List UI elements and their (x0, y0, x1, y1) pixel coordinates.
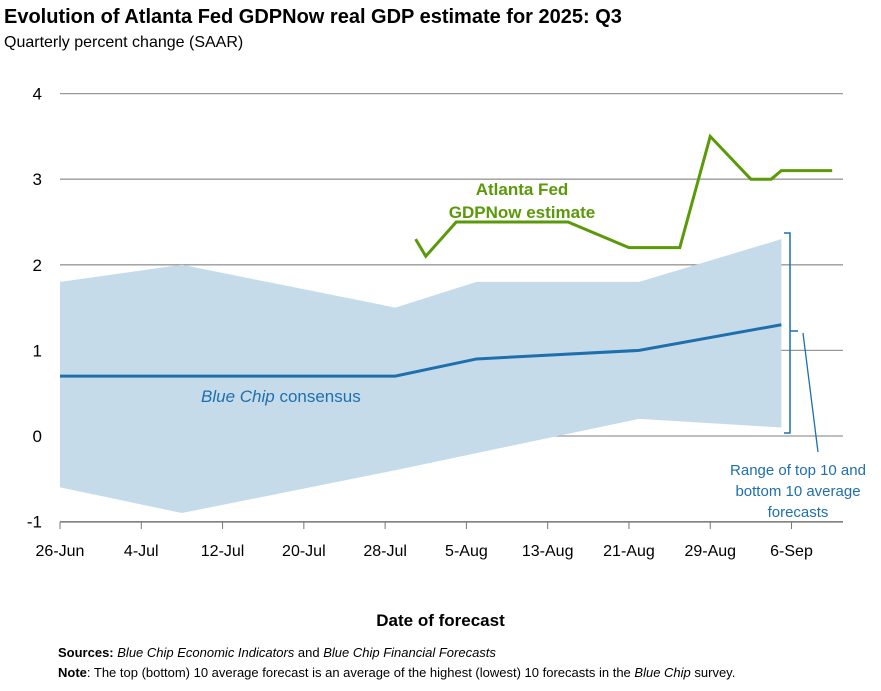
x-tick-label: 26-Jun (36, 543, 85, 560)
x-tick-label: 20-Jul (282, 543, 326, 560)
range-bracket (784, 232, 798, 434)
x-axis-label: Date of forecast (376, 611, 505, 630)
sources-and: and (294, 645, 324, 660)
x-tick-label: 28-Jul (363, 543, 407, 560)
gdpnow-label: GDPNow estimate (449, 203, 595, 222)
chart-title: Evolution of Atlanta Fed GDPNow real GDP… (4, 6, 622, 28)
y-tick-label: 3 (33, 170, 42, 189)
range-band (60, 239, 782, 514)
y-tick-label: 0 (33, 427, 42, 446)
x-tick-label: 21-Aug (603, 543, 655, 560)
note-italic: Blue Chip (634, 665, 691, 680)
source-a: Blue Chip Economic Indicators (117, 645, 295, 660)
y-tick-label: -1 (27, 513, 42, 532)
x-tick-label: 13-Aug (522, 543, 574, 560)
x-tick-label: 6-Sep (770, 543, 813, 560)
source-b: Blue Chip Financial Forecasts (323, 645, 496, 660)
x-tick-label: 12-Jul (201, 543, 245, 560)
range-label: bottom 10 average (735, 483, 860, 500)
note-text: : The top (bottom) 10 average forecast i… (86, 665, 635, 680)
y-tick-label: 2 (33, 256, 42, 275)
consensus-text: consensus (275, 387, 361, 406)
range-label: Range of top 10 and (730, 462, 866, 479)
footnote: Note: The top (bottom) 10 average foreca… (58, 665, 735, 680)
sources-label: Sources: (58, 645, 114, 660)
blue-chip-line (60, 323, 782, 378)
blue-chip-label: Blue Chip consensus (201, 387, 361, 406)
sources-note: Sources: Blue Chip Economic Indicators a… (58, 645, 496, 660)
range-leader-line (802, 332, 819, 453)
note-end: survey. (690, 665, 736, 680)
gdpnow-label: Atlanta Fed (476, 180, 569, 199)
blue-chip-italic: Blue Chip (201, 387, 275, 406)
x-tick-label: 5-Aug (445, 543, 488, 560)
x-tick-label: 29-Aug (684, 543, 736, 560)
y-tick-label: 4 (33, 85, 42, 104)
note-label: Note (58, 665, 87, 680)
range-label: forecasts (768, 504, 829, 521)
x-tick-label: 4-Jul (124, 543, 159, 560)
plot-area: 4 3 2 1 0 -1 26-Jun 4-Jul 12-Jul 20-Jul 28-Jul 5-Au… (27, 85, 866, 560)
y-tick-label: 1 (33, 341, 42, 360)
chart-subtitle: Quarterly percent change (SAAR) (4, 34, 244, 51)
